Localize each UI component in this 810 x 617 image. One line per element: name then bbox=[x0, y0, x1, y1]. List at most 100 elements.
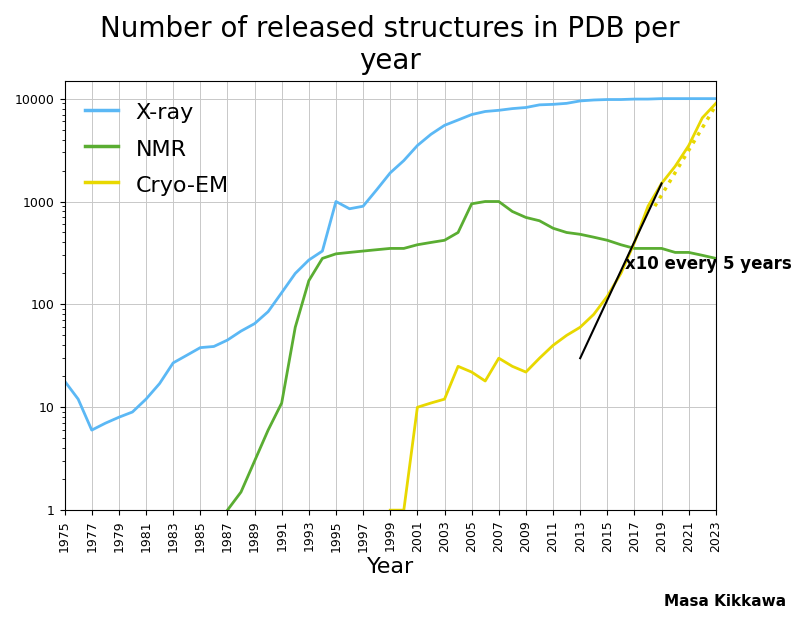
X-ray bbox=[508, 105, 518, 112]
X-ray bbox=[195, 344, 205, 351]
NMR bbox=[249, 457, 259, 465]
NMR bbox=[521, 213, 531, 221]
Cryo-EM bbox=[697, 114, 707, 122]
X-ray bbox=[697, 95, 707, 102]
Cryo-EM bbox=[521, 368, 531, 376]
Cryo-EM bbox=[684, 142, 693, 149]
NMR bbox=[629, 245, 639, 252]
X-ray bbox=[60, 378, 70, 385]
X-ray bbox=[386, 169, 395, 176]
NMR bbox=[562, 229, 572, 236]
X-ray bbox=[629, 96, 639, 103]
NMR bbox=[304, 277, 313, 284]
X-ray bbox=[304, 256, 313, 263]
X-ray bbox=[263, 308, 273, 315]
X-ray bbox=[74, 395, 83, 403]
Cryo-EM bbox=[671, 163, 680, 170]
Cryo-EM bbox=[480, 378, 490, 385]
Cryo-EM bbox=[508, 363, 518, 370]
X-ray bbox=[575, 97, 585, 105]
X-ray bbox=[589, 96, 599, 104]
X-ray bbox=[440, 122, 450, 129]
NMR bbox=[603, 236, 612, 244]
NMR bbox=[671, 249, 680, 256]
X-ray bbox=[100, 420, 110, 427]
NMR bbox=[697, 252, 707, 259]
Cryo-EM bbox=[562, 332, 572, 339]
Line: X-ray: X-ray bbox=[65, 99, 716, 430]
Cryo-EM bbox=[616, 270, 626, 277]
X-ray bbox=[454, 116, 463, 123]
Text: cc: cc bbox=[513, 586, 528, 599]
Cryo-EM bbox=[548, 342, 558, 349]
X-ray bbox=[521, 104, 531, 111]
Text: ⓘ: ⓘ bbox=[552, 585, 561, 600]
X-ray bbox=[412, 142, 422, 149]
X-ray bbox=[249, 320, 259, 328]
NMR bbox=[440, 236, 450, 244]
X-ray bbox=[114, 413, 124, 421]
X-ray bbox=[318, 247, 327, 255]
Cryo-EM bbox=[575, 323, 585, 331]
NMR bbox=[508, 208, 518, 215]
X-ray bbox=[128, 408, 138, 416]
Cryo-EM bbox=[711, 99, 721, 107]
X-ray bbox=[562, 99, 572, 107]
NMR bbox=[575, 231, 585, 238]
X-ray bbox=[535, 101, 544, 109]
NMR bbox=[480, 198, 490, 205]
Cryo-EM bbox=[657, 180, 667, 187]
X-ray bbox=[155, 380, 164, 387]
NMR bbox=[386, 245, 395, 252]
Cryo-EM bbox=[440, 395, 450, 403]
X-ray bbox=[291, 270, 301, 277]
NMR bbox=[277, 399, 287, 407]
X-ray bbox=[548, 101, 558, 108]
NMR bbox=[291, 323, 301, 331]
X-ray bbox=[182, 352, 192, 359]
NMR bbox=[372, 246, 382, 254]
X-ray bbox=[671, 95, 680, 102]
Cryo-EM bbox=[629, 239, 639, 246]
NMR bbox=[331, 250, 341, 257]
X-ray bbox=[684, 95, 693, 102]
X-ray bbox=[168, 359, 178, 366]
X-ray bbox=[711, 95, 721, 102]
Line: Cryo-EM: Cryo-EM bbox=[390, 103, 716, 510]
NMR bbox=[345, 249, 355, 256]
X-ray bbox=[494, 107, 504, 114]
Cryo-EM bbox=[603, 292, 612, 300]
NMR bbox=[263, 426, 273, 434]
NMR bbox=[467, 200, 476, 207]
X-ray bbox=[399, 157, 409, 164]
NMR bbox=[616, 241, 626, 249]
NMR bbox=[494, 198, 504, 205]
NMR bbox=[454, 229, 463, 236]
Line: NMR: NMR bbox=[228, 202, 716, 510]
NMR bbox=[399, 245, 409, 252]
X-ray bbox=[603, 96, 612, 103]
NMR bbox=[237, 488, 246, 495]
NMR bbox=[643, 245, 653, 252]
X-ray bbox=[141, 395, 151, 403]
X-ray bbox=[277, 289, 287, 296]
Legend: X-ray, NMR, Cryo-EM: X-ray, NMR, Cryo-EM bbox=[75, 91, 237, 205]
X-ray bbox=[209, 343, 219, 350]
X-ray bbox=[426, 131, 436, 138]
X-ray bbox=[616, 96, 626, 103]
X-ray bbox=[467, 111, 476, 118]
Text: x10 every 5 years: x10 every 5 years bbox=[625, 255, 791, 273]
NMR bbox=[358, 247, 368, 255]
NMR bbox=[223, 507, 232, 514]
X-ray bbox=[480, 108, 490, 115]
Text: Ⓢ: Ⓢ bbox=[589, 585, 598, 600]
Cryo-EM bbox=[386, 507, 395, 514]
X-ray bbox=[345, 205, 355, 212]
NMR bbox=[657, 245, 667, 252]
Text: Masa Kikkawa: Masa Kikkawa bbox=[663, 594, 786, 609]
NMR bbox=[548, 225, 558, 232]
X-ray bbox=[87, 426, 96, 434]
NMR bbox=[412, 241, 422, 249]
X-ray bbox=[643, 96, 653, 103]
X-ray bbox=[372, 186, 382, 194]
